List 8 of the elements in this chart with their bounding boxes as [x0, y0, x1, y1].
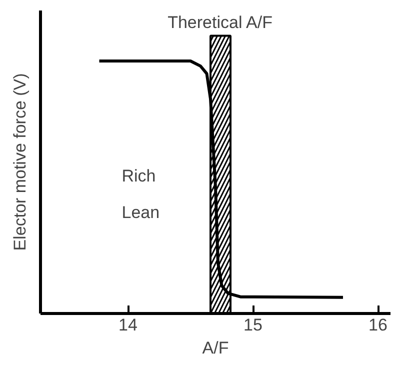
- band-label: Theretical A/F: [168, 12, 272, 32]
- x-tick-label: 14: [118, 316, 138, 334]
- annotation: Lean: [122, 203, 160, 222]
- y-axis-title: Elector motive force (V): [10, 73, 30, 251]
- x-axis-title: A/F: [202, 338, 229, 358]
- x-tick-label: 16: [368, 316, 388, 334]
- annotation: Rich: [122, 166, 156, 186]
- x-tick-label: 15: [244, 316, 262, 334]
